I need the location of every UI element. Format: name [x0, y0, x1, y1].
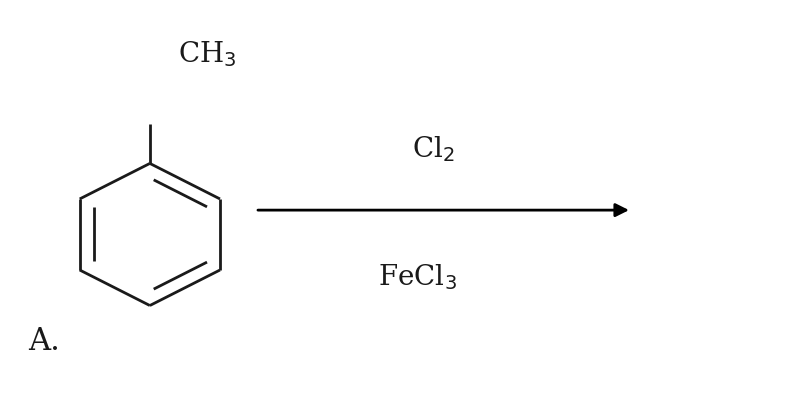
Text: CH$_3$: CH$_3$ — [178, 39, 237, 69]
Text: Cl$_2$: Cl$_2$ — [412, 134, 454, 164]
Text: FeCl$_3$: FeCl$_3$ — [377, 261, 457, 291]
Text: A.: A. — [28, 326, 60, 356]
